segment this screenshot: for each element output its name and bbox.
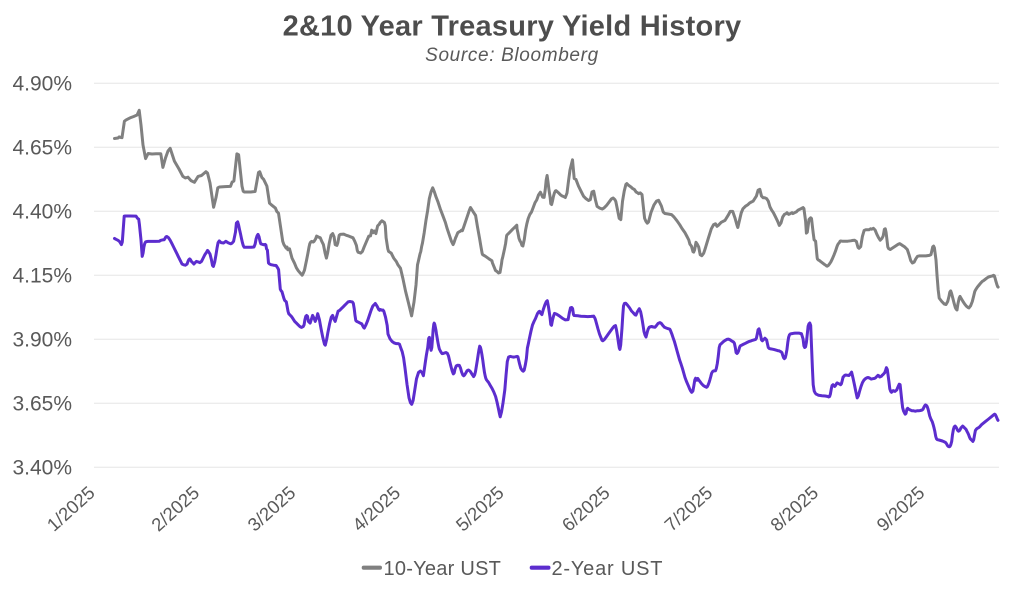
svg-text:3.65%: 3.65% [12, 393, 72, 416]
svg-text:3.40%: 3.40% [12, 457, 72, 480]
svg-text:4.65%: 4.65% [12, 137, 72, 160]
svg-text:4.40%: 4.40% [12, 201, 72, 224]
svg-text:4.90%: 4.90% [12, 73, 72, 96]
svg-text:2&10 Year Treasury Yield Histo: 2&10 Year Treasury Yield History [283, 11, 742, 43]
svg-text:2-Year UST: 2-Year UST [552, 558, 664, 580]
svg-text:10-Year UST: 10-Year UST [384, 558, 502, 580]
svg-text:3.90%: 3.90% [12, 329, 72, 352]
svg-text:4.15%: 4.15% [12, 265, 72, 288]
svg-text:Source: Bloomberg: Source: Bloomberg [425, 45, 599, 66]
